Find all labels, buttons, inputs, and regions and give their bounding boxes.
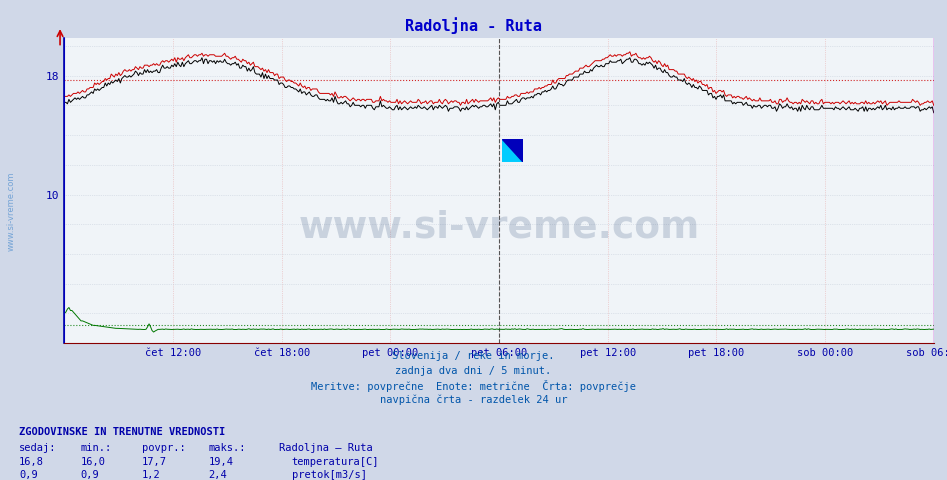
Text: www.si-vreme.com: www.si-vreme.com — [298, 209, 700, 245]
Polygon shape — [502, 139, 523, 162]
Text: min.:: min.: — [80, 443, 112, 453]
Text: 19,4: 19,4 — [208, 457, 233, 467]
Text: povpr.:: povpr.: — [142, 443, 186, 453]
Text: 17,7: 17,7 — [142, 457, 167, 467]
Text: 2,4: 2,4 — [208, 470, 227, 480]
Text: 16,0: 16,0 — [80, 457, 105, 467]
Text: pretok[m3/s]: pretok[m3/s] — [292, 470, 366, 480]
Text: 0,9: 0,9 — [80, 470, 99, 480]
Text: 0,9: 0,9 — [19, 470, 38, 480]
Text: Slovenija / reke in morje.: Slovenija / reke in morje. — [392, 351, 555, 361]
Text: www.si-vreme.com: www.si-vreme.com — [7, 171, 16, 251]
Bar — [502, 139, 523, 150]
Text: Meritve: povprečne  Enote: metrične  Črta: povprečje: Meritve: povprečne Enote: metrične Črta:… — [311, 380, 636, 392]
Text: 1,2: 1,2 — [142, 470, 161, 480]
Text: ZGODOVINSKE IN TRENUTNE VREDNOSTI: ZGODOVINSKE IN TRENUTNE VREDNOSTI — [19, 427, 225, 437]
Text: maks.:: maks.: — [208, 443, 246, 453]
Text: zadnja dva dni / 5 minut.: zadnja dva dni / 5 minut. — [396, 366, 551, 376]
Text: temperatura[C]: temperatura[C] — [292, 457, 379, 467]
Text: Radoljna – Ruta: Radoljna – Ruta — [279, 443, 373, 453]
Polygon shape — [502, 139, 523, 162]
Text: Radoljna - Ruta: Radoljna - Ruta — [405, 17, 542, 34]
Text: 16,8: 16,8 — [19, 457, 44, 467]
Text: sedaj:: sedaj: — [19, 443, 57, 453]
Text: navpična črta - razdelek 24 ur: navpična črta - razdelek 24 ur — [380, 395, 567, 405]
